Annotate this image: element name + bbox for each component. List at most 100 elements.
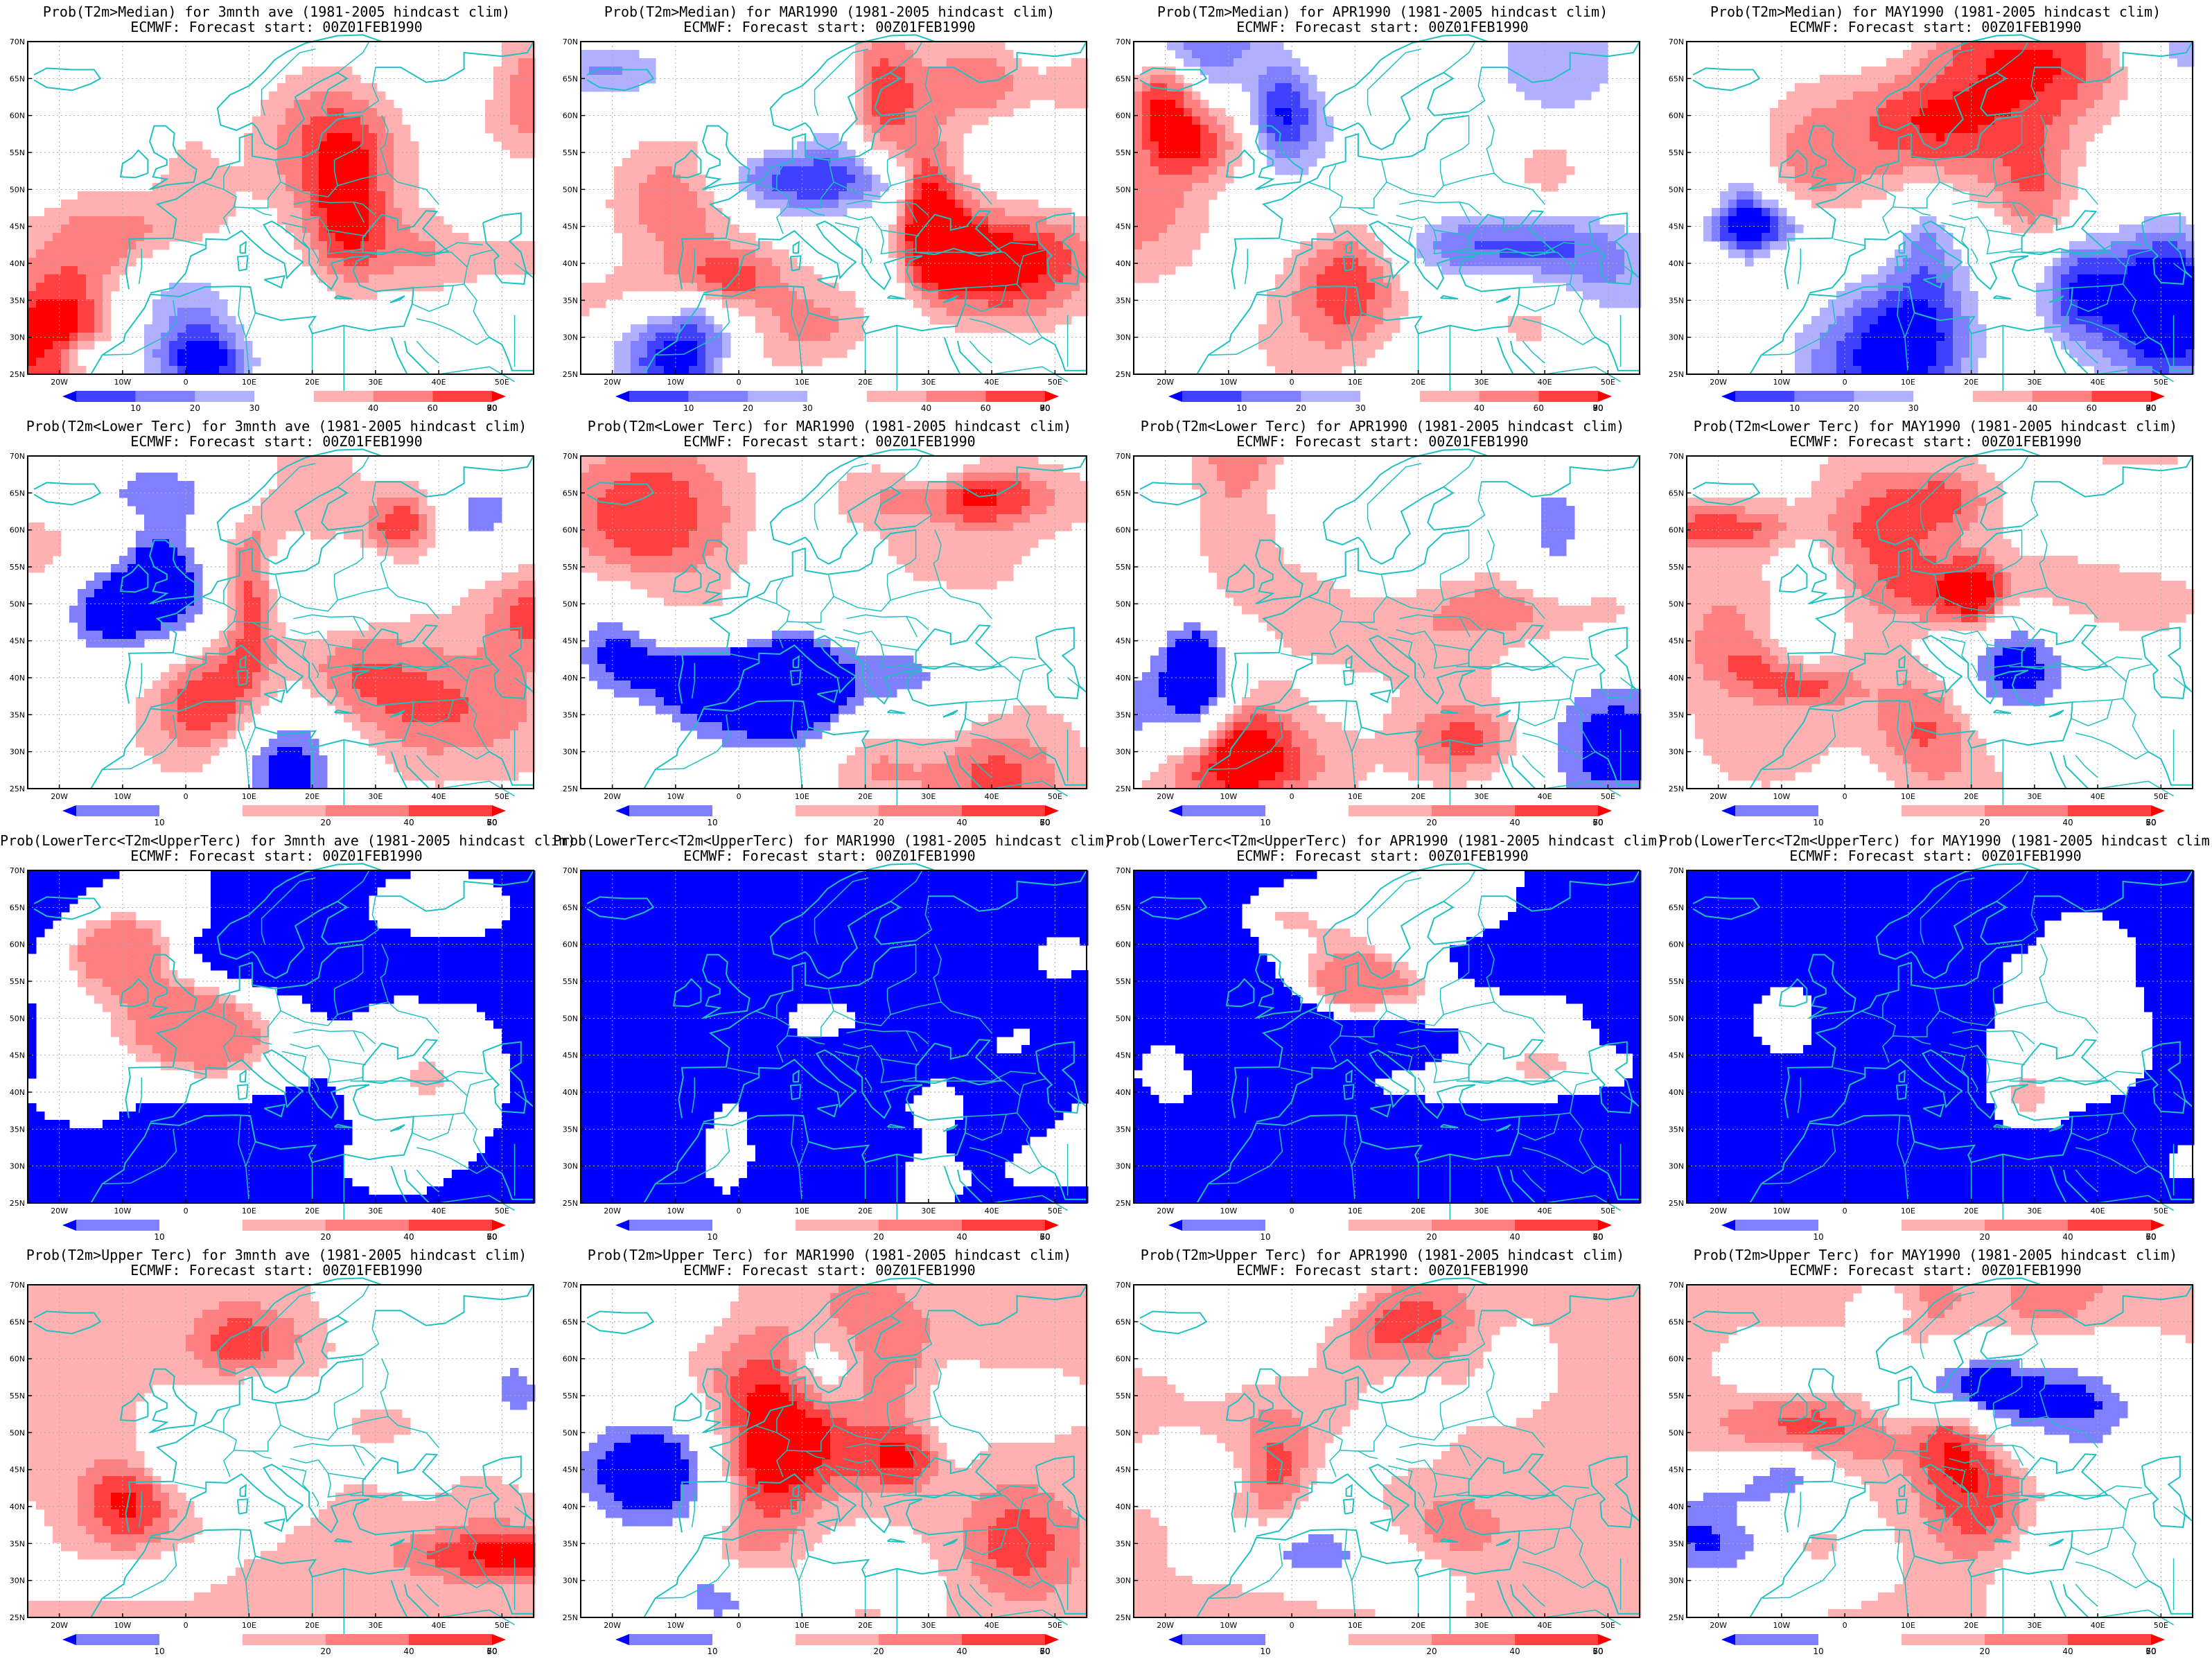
- colorbar-segment: [409, 1220, 492, 1231]
- colorbar-tick-label: 20: [320, 818, 331, 827]
- colorbar-tick-label: 40: [956, 818, 967, 827]
- colorbar-segment: [1045, 1634, 1059, 1645]
- lon-label: 40E: [1538, 792, 1552, 801]
- lon-label: 20W: [51, 1206, 68, 1215]
- lat-label: 55N: [10, 563, 25, 572]
- colorbar-segment: [195, 391, 254, 402]
- lat-label: 70N: [1669, 37, 1684, 46]
- lat-label: 45N: [1669, 1466, 1684, 1475]
- colorbar-tick-label: 40: [1509, 1647, 1520, 1656]
- colorbar-segment: [1432, 805, 1515, 816]
- lon-label: 10W: [1773, 378, 1790, 387]
- colorbar-tick-label: 30: [1908, 403, 1919, 413]
- colorbar-tick-label: 10: [154, 1647, 164, 1656]
- lon-label: 10E: [1348, 1206, 1362, 1215]
- lon-label: 0: [1290, 378, 1294, 387]
- lat-label: 25N: [10, 1613, 25, 1622]
- lon-label: 20W: [1710, 1206, 1727, 1215]
- lon-label: 20E: [1411, 1621, 1425, 1630]
- lat-label: 60N: [1116, 940, 1131, 949]
- colorbar-segment: [1735, 805, 1818, 816]
- colorbar-tick-label: 20: [873, 1647, 884, 1656]
- panel-title: Prob(T2m>Median) for 3mnth ave (1981-200…: [0, 4, 553, 19]
- colorbar-segment: [712, 1634, 796, 1645]
- colorbar-segment: [1538, 391, 1598, 402]
- colorbar-segment: [1598, 1634, 1612, 1645]
- lon-label: 20E: [305, 792, 319, 801]
- colorbar-segment: [492, 391, 506, 402]
- colorbar-segment: [2151, 1220, 2165, 1231]
- lat-label: 70N: [10, 866, 25, 875]
- colorbar-tick-label: 40: [1474, 403, 1484, 413]
- lat-label: 35N: [10, 296, 25, 305]
- lat-label: 60N: [1669, 526, 1684, 535]
- colorbar-tick-label: 40: [956, 1647, 967, 1656]
- colorbar-segment: [1168, 391, 1182, 402]
- colorbar-tick-label: 10: [707, 1232, 717, 1242]
- panel-title: Prob(T2m>Median) for APR1990 (1981-2005 …: [1106, 4, 1659, 19]
- lon-label: 10W: [114, 1206, 131, 1215]
- lat-label: 45N: [1116, 1466, 1131, 1475]
- lon-label: 30E: [921, 792, 936, 801]
- panel-subtitle: ECMWF: Forecast start: 00Z01FEB1990: [1106, 434, 1659, 449]
- colorbar-segment: [76, 391, 136, 402]
- colorbar-segment: [1265, 805, 1349, 816]
- lat-label: 65N: [1116, 74, 1131, 83]
- colorbar-segment: [629, 391, 689, 402]
- map-panel: Prob(LowerTerc<T2m<UpperTerc) for MAY199…: [1659, 829, 2212, 1243]
- lon-label: 20E: [305, 1206, 319, 1215]
- lat-label: 60N: [10, 940, 25, 949]
- colorbar-tick-label: 10: [707, 818, 717, 827]
- lat-label: 40N: [10, 1088, 25, 1097]
- lat-label: 40N: [563, 259, 578, 268]
- lat-label: 55N: [563, 563, 578, 572]
- lat-label: 50N: [563, 1428, 578, 1437]
- colorbar-segment: [1301, 391, 1360, 402]
- colorbar-segment: [1721, 805, 1735, 816]
- colorbar-tick-label: 20: [320, 1647, 331, 1656]
- lat-label: 25N: [10, 784, 25, 793]
- lat-label: 35N: [1669, 1539, 1684, 1548]
- lon-label: 40E: [432, 792, 446, 801]
- lat-label: 35N: [563, 710, 578, 719]
- lat-label: 25N: [1116, 1613, 1131, 1622]
- lat-label: 35N: [1669, 1125, 1684, 1134]
- lat-label: 70N: [1116, 37, 1131, 46]
- colorbar-segment: [1598, 391, 1612, 402]
- lat-label: 35N: [563, 296, 578, 305]
- lat-label: 60N: [10, 1355, 25, 1364]
- lat-label: 45N: [10, 1466, 25, 1475]
- lat-label: 55N: [1116, 148, 1131, 157]
- lat-label: 35N: [563, 1539, 578, 1548]
- lat-label: 50N: [1116, 1014, 1131, 1023]
- lat-label: 35N: [10, 1539, 25, 1548]
- lat-label: 45N: [1669, 1051, 1684, 1060]
- lon-label: 10E: [795, 378, 809, 387]
- lat-label: 30N: [563, 1577, 578, 1586]
- colorbar-tick-label: 10: [1813, 818, 1823, 827]
- lat-label: 70N: [10, 452, 25, 461]
- panel-title: Prob(LowerTerc<T2m<UpperTerc) for MAY199…: [1659, 833, 2212, 848]
- lat-label: 50N: [1669, 1428, 1684, 1437]
- lat-label: 30N: [1669, 1577, 1684, 1586]
- colorbar-segment: [1182, 805, 1265, 816]
- colorbar-segment: [1045, 1220, 1059, 1231]
- colorbar-segment: [1818, 1220, 1902, 1231]
- lon-label: 20E: [305, 1621, 319, 1630]
- panel-subtitle: ECMWF: Forecast start: 00Z01FEB1990: [553, 848, 1106, 863]
- panel-subtitle: ECMWF: Forecast start: 00Z01FEB1990: [0, 1263, 553, 1278]
- lon-label: 20E: [858, 792, 872, 801]
- lat-label: 25N: [1669, 784, 1684, 793]
- lat-label: 40N: [1669, 259, 1684, 268]
- lat-label: 25N: [10, 1199, 25, 1208]
- lon-label: 20W: [1710, 1621, 1727, 1630]
- colorbar-tick-label: 20: [1426, 818, 1437, 827]
- lon-label: 50E: [1601, 1206, 1615, 1215]
- lat-label: 55N: [1669, 1392, 1684, 1401]
- colorbar-segment: [1985, 805, 2068, 816]
- lon-label: 10W: [1220, 792, 1237, 801]
- lat-label: 65N: [10, 1317, 25, 1326]
- lon-label: 10W: [667, 1206, 684, 1215]
- colorbar: [1168, 804, 1612, 818]
